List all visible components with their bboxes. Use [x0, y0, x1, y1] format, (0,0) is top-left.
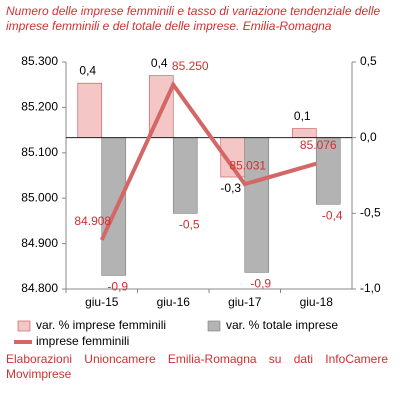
- bar: [101, 137, 127, 276]
- y-tick-label: 85.100: [21, 145, 58, 159]
- bar: [172, 137, 198, 214]
- y2-tick-label: 0,5: [360, 54, 377, 68]
- x-tick-label: giu-16: [157, 295, 191, 309]
- y2-tick-label: 0,0: [360, 130, 377, 144]
- y-tick-label: 84.800: [21, 281, 58, 295]
- bar: [77, 82, 103, 138]
- bar: [291, 128, 317, 138]
- chart: 84.800 84.900 85.000 85.100 85.200 85.300 -1,0…: [14, 54, 381, 348]
- bar-value-label: 0,4: [151, 56, 168, 70]
- bar-value-label: -0,5: [179, 218, 200, 232]
- y2-tick-label: -0,5: [360, 206, 381, 220]
- footer-note: Elaborazioni Unioncamere Emilia-Romagna …: [6, 352, 388, 381]
- x-tick-label: giu-18: [300, 295, 334, 309]
- bar-value-label: -0,4: [322, 208, 343, 222]
- bar: [315, 137, 341, 205]
- y-tick-label: 85.200: [21, 100, 58, 114]
- y2-tick-label: -1,0: [360, 281, 381, 295]
- x-tick-label: giu-15: [85, 295, 119, 309]
- y-tick-label: 85.000: [21, 190, 58, 204]
- line-series: [99, 80, 317, 241]
- line-value-label: 85.250: [172, 59, 209, 73]
- line-value-label: 85.031: [229, 158, 266, 172]
- legend-label: var. % imprese femminili: [36, 318, 166, 332]
- legend-swatch: [207, 320, 221, 332]
- bar: [244, 137, 270, 273]
- legend-label: imprese femminili: [36, 334, 129, 348]
- legend-swatch: [17, 320, 31, 332]
- bar-value-label: -0,9: [107, 280, 128, 294]
- line-value-label: 84.908: [74, 214, 111, 228]
- x-tick-label: giu-17: [228, 295, 262, 309]
- bar-value-label: 0,1: [294, 109, 311, 123]
- line-value-label: 85.076: [300, 138, 337, 152]
- legend-label: var. % totale imprese: [226, 318, 338, 332]
- chart-title: Numero delle imprese femminili e tasso d…: [6, 4, 381, 33]
- y-tick-label: 84.900: [21, 236, 58, 250]
- bar-value-label: -0,3: [220, 181, 241, 195]
- bar-value-label: 0,4: [79, 63, 96, 77]
- y-tick-label: 85.300: [21, 54, 58, 68]
- bar-value-label: -0,9: [250, 277, 271, 291]
